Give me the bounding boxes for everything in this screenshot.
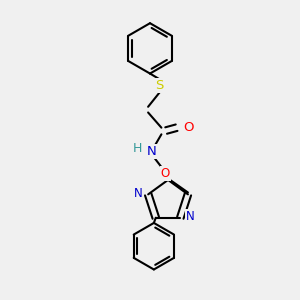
Text: N: N	[134, 187, 143, 200]
Text: O: O	[160, 167, 170, 180]
Text: S: S	[155, 80, 164, 92]
Text: O: O	[184, 121, 194, 134]
Text: H: H	[133, 142, 142, 155]
Text: N: N	[147, 145, 157, 158]
Text: N: N	[185, 210, 194, 223]
